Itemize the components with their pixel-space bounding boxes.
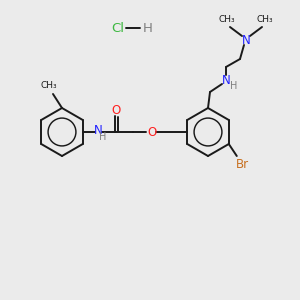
Text: N: N — [93, 124, 102, 137]
Text: N: N — [222, 74, 230, 86]
Text: CH₃: CH₃ — [41, 82, 57, 91]
Text: H: H — [143, 22, 153, 34]
Text: CH₃: CH₃ — [219, 14, 235, 23]
Text: O: O — [147, 125, 156, 139]
Text: Br: Br — [236, 158, 249, 170]
Text: H: H — [230, 81, 238, 91]
Text: H: H — [99, 132, 106, 142]
Text: CH₃: CH₃ — [257, 14, 273, 23]
Text: Cl: Cl — [112, 22, 124, 34]
Text: N: N — [242, 34, 250, 46]
Text: O: O — [112, 103, 121, 116]
